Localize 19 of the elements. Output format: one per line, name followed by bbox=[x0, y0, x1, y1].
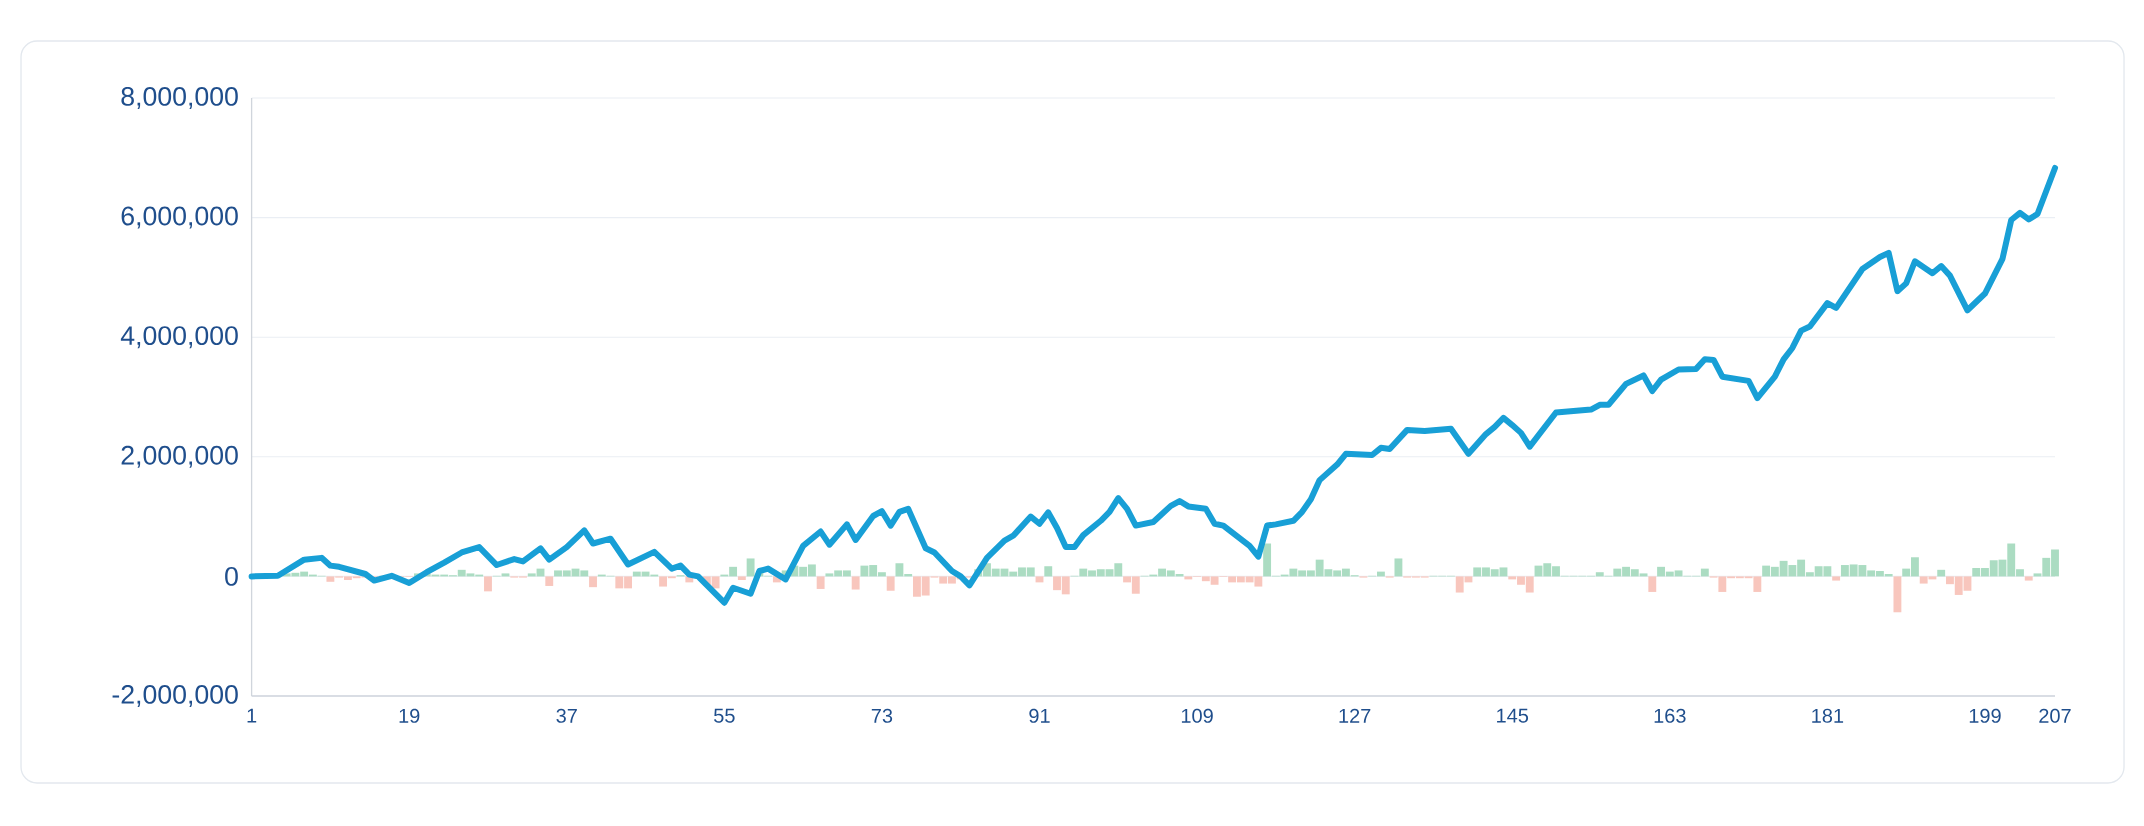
x-tick-label: 145 bbox=[1497, 708, 1529, 723]
y-tick-label: 0 bbox=[225, 566, 238, 586]
x-tick-label: 91 bbox=[1029, 708, 1050, 723]
x-tick-label: 55 bbox=[714, 708, 735, 723]
x-tick-label: 19 bbox=[399, 708, 420, 723]
y-tick-label: 8,000,000 bbox=[121, 86, 238, 110]
x-tick-label: 37 bbox=[556, 708, 577, 723]
x-tick-label: 163 bbox=[1654, 708, 1686, 723]
x-tick-label: 127 bbox=[1339, 708, 1371, 723]
x-tick-label: 207 bbox=[2039, 708, 2071, 723]
x-tick-label: 199 bbox=[1969, 708, 2001, 723]
y-tick-label: 6,000,000 bbox=[121, 206, 238, 229]
x-tick-label: 1 bbox=[247, 708, 257, 723]
y-tick-label: -2,000,000 bbox=[112, 684, 238, 708]
y-tick-label: 4,000,000 bbox=[120, 326, 238, 349]
x-tick-label: 73 bbox=[871, 708, 893, 723]
x-tick-label: 109 bbox=[1181, 708, 1213, 723]
y-tick-label: 2,000,000 bbox=[121, 445, 238, 468]
x-tick-label: 181 bbox=[1812, 708, 1844, 723]
